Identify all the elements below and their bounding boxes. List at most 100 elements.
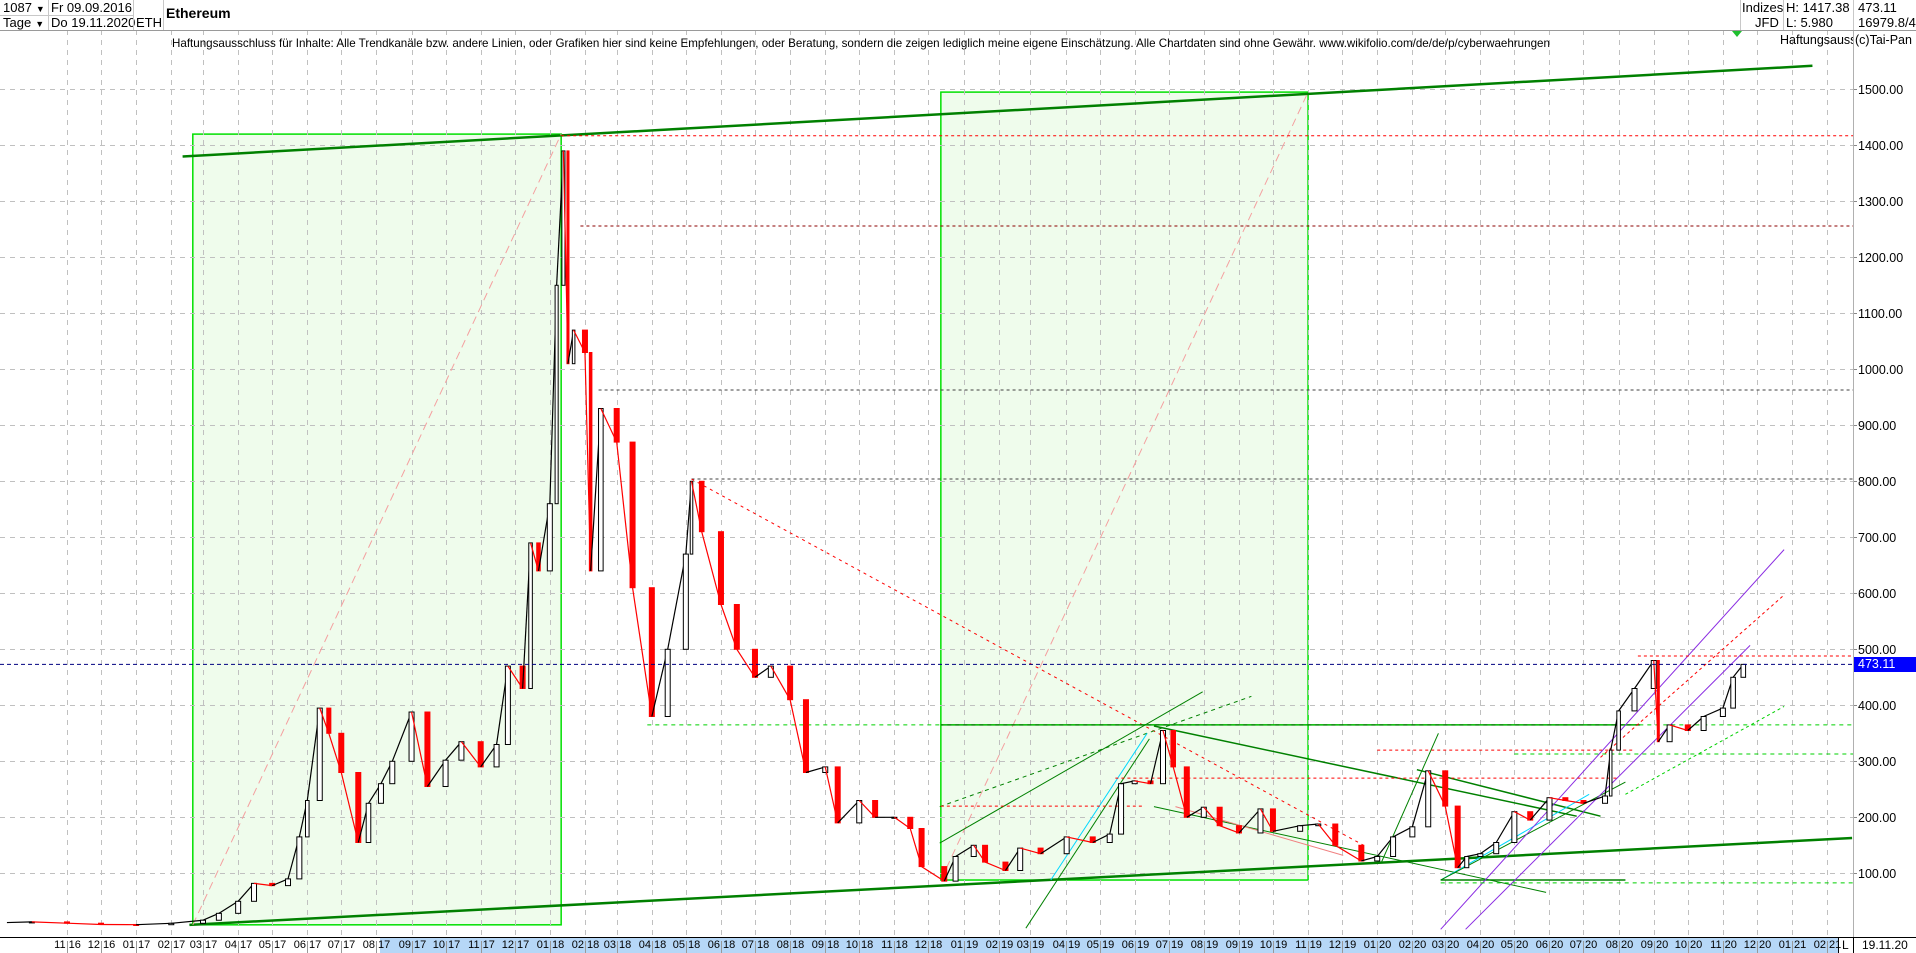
y-tick-label: 100.00 — [1858, 867, 1896, 881]
candle — [1410, 827, 1415, 837]
x-tick-label: 04 20 — [1467, 939, 1495, 952]
x-tick-label: 05 17 — [259, 939, 287, 952]
x-tick-label: 07 18 — [742, 939, 770, 952]
x-tick-label: 09 20 — [1641, 939, 1669, 952]
candle — [1333, 824, 1338, 845]
candle — [1298, 826, 1303, 832]
candle — [1701, 717, 1706, 731]
candle — [236, 901, 241, 913]
candle — [1119, 784, 1124, 834]
price-segment — [32, 922, 67, 923]
x-tick-label: 02 20 — [1399, 939, 1427, 952]
divider — [1853, 938, 1854, 953]
x-tick-label: 11 17 — [468, 939, 495, 952]
scale-mode-button[interactable]: L — [1842, 938, 1849, 953]
x-tick-label: 10 17 — [433, 939, 461, 952]
marker-triangle-icon — [1732, 31, 1742, 37]
y-tick-label: 900.00 — [1858, 419, 1896, 433]
candle — [1171, 731, 1176, 767]
candle — [339, 733, 344, 772]
source-exchange: Indizes — [1742, 0, 1783, 15]
candle — [390, 761, 395, 783]
y-tick-label: 200.00 — [1858, 811, 1896, 825]
candle — [908, 817, 913, 828]
x-tick-label: 01 20 — [1364, 939, 1392, 952]
x-tick-label: 06 20 — [1536, 939, 1564, 952]
candle — [572, 330, 575, 364]
disclaimer-short: Haftungsausschluss — [1780, 33, 1853, 47]
x-tick-label: 03 19 — [1017, 939, 1045, 952]
candle — [630, 442, 635, 588]
candle — [803, 700, 808, 773]
divider — [133, 0, 134, 30]
volume: 16979.8/4 — [1858, 15, 1916, 30]
candle — [327, 708, 331, 733]
disclaimer-text: Haftungsausschluss für Inhalte: Alle Tre… — [172, 37, 1550, 50]
candle — [201, 920, 206, 923]
candle — [1391, 837, 1396, 857]
x-tick-label: 11 18 — [881, 939, 908, 952]
candle — [1003, 862, 1008, 870]
x-tick-label: 12 19 — [1329, 939, 1357, 952]
candle — [297, 837, 302, 879]
x-tick-label: 07 17 — [328, 939, 356, 952]
y-tick-label: 1100.00 — [1858, 307, 1902, 321]
trend-line — [1600, 595, 1784, 757]
low-value: L: 5.980 — [1786, 15, 1833, 30]
candle — [1018, 848, 1023, 870]
end-date-field[interactable]: Do 19.11.2020 — [51, 15, 135, 30]
start-date-field[interactable]: Fr 09.09.2016 — [51, 0, 132, 15]
divider — [163, 0, 164, 30]
candle — [1609, 750, 1612, 796]
candle — [356, 773, 361, 843]
chevron-down-icon: ▼ — [35, 19, 44, 29]
candle — [1667, 725, 1672, 742]
candle — [1217, 807, 1222, 825]
candle — [1465, 857, 1469, 868]
x-tick-label: 12 18 — [915, 939, 943, 952]
x-tick-label: 02 19 — [986, 939, 1014, 952]
x-tick-label: 12 16 — [88, 939, 116, 952]
candle — [649, 588, 654, 717]
x-tick-label: 11 20 — [1710, 939, 1737, 952]
candle — [919, 829, 924, 867]
x-tick-label: 05 18 — [673, 939, 701, 952]
candle — [505, 666, 510, 744]
chart-header: 1087▼ Tage▼ Fr 09.09.2016 Do 19.11.2020 … — [0, 0, 1916, 31]
bar-count: 1087 — [3, 0, 32, 15]
y-tick-label: 400.00 — [1858, 699, 1896, 713]
y-tick-label: 600.00 — [1858, 587, 1896, 601]
candle — [443, 760, 448, 786]
candle — [1064, 837, 1069, 854]
x-tick-label: 06 17 — [294, 939, 322, 952]
candle — [734, 605, 739, 650]
candle — [378, 784, 383, 804]
divider — [1838, 938, 1839, 953]
x-tick-label: 08 19 — [1191, 939, 1219, 952]
x-tick-label: 11 16 — [54, 939, 81, 952]
candle — [1512, 812, 1517, 843]
candle — [1720, 708, 1725, 716]
x-tick-label: 01 21 — [1779, 939, 1807, 952]
candle — [718, 532, 723, 605]
period-dropdown[interactable]: Tage ▼ — [3, 15, 44, 32]
candle — [614, 409, 619, 443]
x-tick-label: 09 18 — [812, 939, 840, 952]
candle — [286, 879, 291, 886]
x-tick-label: 03 18 — [604, 939, 632, 952]
candle — [1657, 661, 1659, 742]
source-provider: JFD — [1755, 15, 1779, 30]
x-tick-label: 05 19 — [1087, 939, 1115, 952]
period: Tage — [3, 15, 31, 30]
candle — [1107, 834, 1112, 842]
x-tick-label: 03 20 — [1432, 939, 1460, 952]
x-tick-label: 08 18 — [777, 939, 805, 952]
candle — [529, 543, 533, 689]
candle — [425, 712, 430, 786]
last-date: 19.11.20 — [1862, 938, 1908, 953]
candle — [752, 649, 757, 677]
divider — [1740, 0, 1741, 30]
candle — [567, 151, 569, 364]
